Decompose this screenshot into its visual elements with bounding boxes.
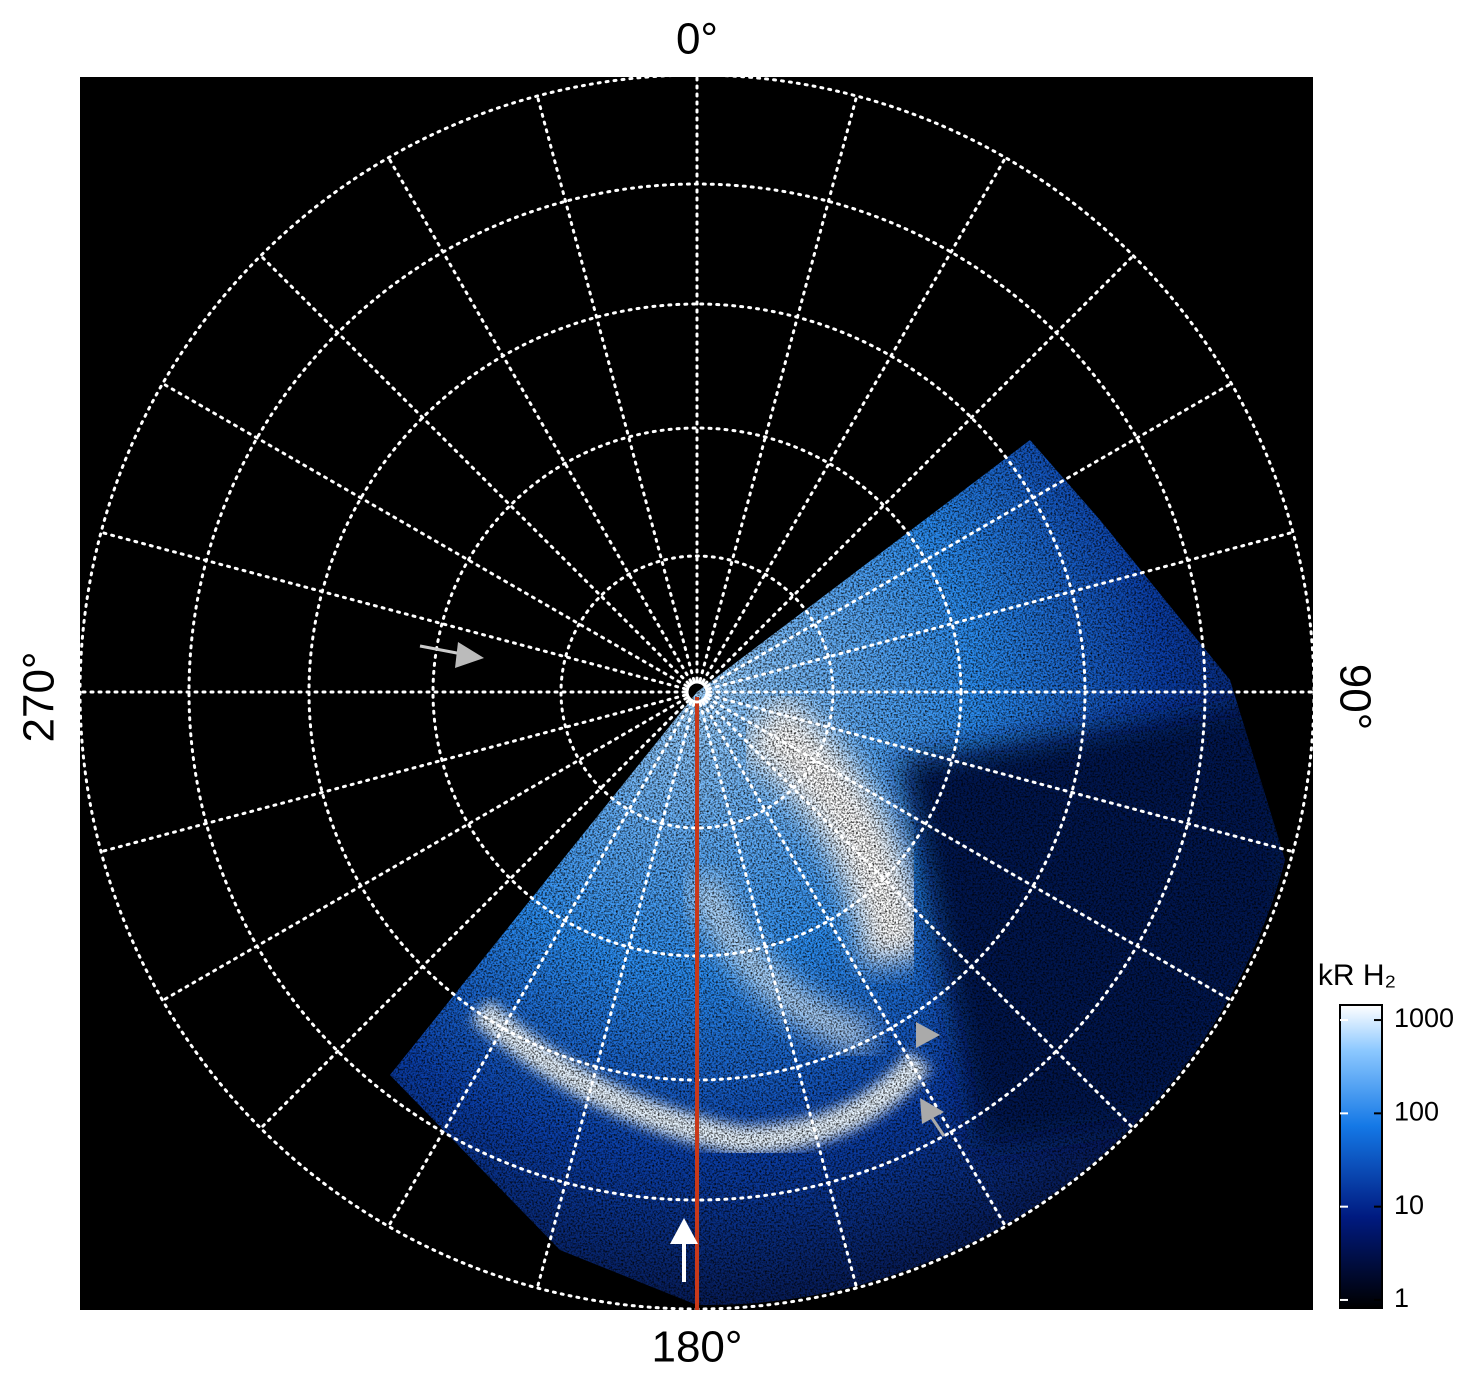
axis-label: 180° xyxy=(651,1323,742,1372)
arrow xyxy=(920,1098,946,1137)
grid-spoke xyxy=(705,382,1233,688)
arrow xyxy=(419,642,484,668)
grid-spoke xyxy=(705,696,1233,1002)
colorbar-tick-label: 1 xyxy=(1394,1283,1409,1313)
grid-spoke xyxy=(698,702,859,1290)
grid-spoke xyxy=(387,156,693,684)
grid-spoke xyxy=(99,530,687,691)
grid-spoke xyxy=(698,94,859,682)
axis-label: 0° xyxy=(676,15,718,64)
axis-label: 90° xyxy=(1330,664,1379,731)
grid-spoke xyxy=(703,698,1135,1130)
grid-spoke xyxy=(259,698,691,1130)
grid-spoke xyxy=(535,702,696,1290)
colorbar-title: kR H₂ xyxy=(1318,959,1396,992)
grid-spoke xyxy=(701,700,1007,1228)
axis-label: 270° xyxy=(15,651,64,742)
colorbar xyxy=(1339,1004,1383,1309)
grid-spoke xyxy=(707,693,1295,854)
colorbar-tick-label: 100 xyxy=(1394,1096,1439,1126)
grid-spoke xyxy=(161,696,689,1002)
grid-spoke xyxy=(707,530,1295,691)
colorbar-tick-label: 10 xyxy=(1394,1190,1424,1220)
grid-spoke xyxy=(701,156,1007,684)
grid-spoke xyxy=(703,254,1135,686)
arrow xyxy=(916,1022,940,1048)
grid-spoke xyxy=(161,382,689,688)
grid-spoke xyxy=(535,94,696,682)
grid-spoke xyxy=(99,693,687,854)
colorbar-tick-label: 1000 xyxy=(1394,1003,1454,1033)
pole-marker xyxy=(685,680,709,704)
arrow xyxy=(670,1218,698,1282)
grid-spoke xyxy=(259,254,691,686)
grid-spoke xyxy=(387,700,693,1228)
